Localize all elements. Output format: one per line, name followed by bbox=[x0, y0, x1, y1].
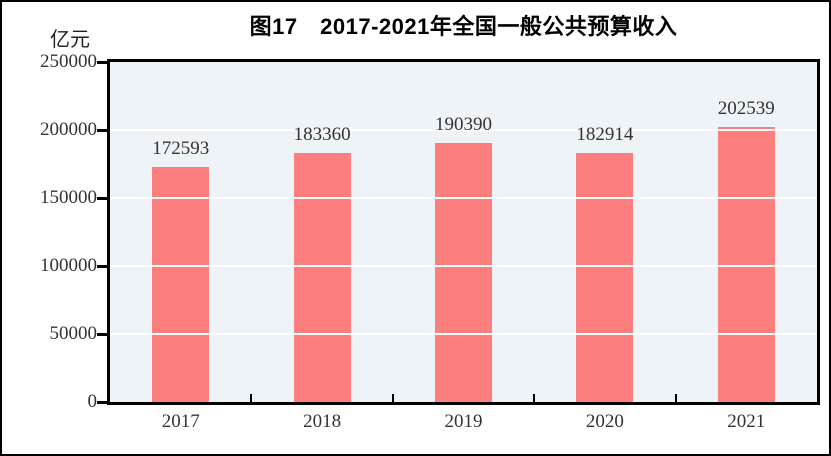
bar-value-label-2017: 172593 bbox=[152, 138, 210, 160]
y-axis-tick bbox=[97, 128, 107, 132]
y-axis-label-0: 0 bbox=[87, 391, 98, 412]
x-axis-tick bbox=[674, 394, 677, 402]
bar-value-label-2019: 190390 bbox=[435, 114, 492, 136]
bar-2019 bbox=[435, 143, 492, 402]
y-axis-label-250000: 250000 bbox=[40, 51, 97, 72]
y-axis-label-50000: 50000 bbox=[49, 323, 98, 344]
bar-2017 bbox=[152, 167, 210, 402]
x-axis-tick bbox=[533, 394, 536, 402]
bar-2018 bbox=[293, 152, 351, 402]
bar-value-label-2021: 202539 bbox=[717, 97, 775, 119]
x-axis-label-2021: 2021 bbox=[727, 411, 766, 432]
gridline-50000 bbox=[110, 333, 817, 335]
gridline-200000 bbox=[110, 129, 817, 131]
x-axis-tick bbox=[391, 394, 394, 402]
y-axis-label-150000: 150000 bbox=[40, 187, 97, 208]
x-axis-label-2017: 2017 bbox=[161, 411, 200, 432]
bar-2021 bbox=[717, 126, 775, 402]
y-axis-tick bbox=[97, 332, 107, 336]
y-axis-tick bbox=[97, 400, 107, 404]
x-axis-tick bbox=[250, 394, 253, 402]
plot-area: 172593 183360 190390 182914 202539 bbox=[107, 59, 820, 405]
bar-value-label-2020: 182914 bbox=[576, 124, 634, 146]
y-axis-unit-label: 亿元 bbox=[50, 29, 90, 51]
y-axis-tick bbox=[97, 60, 107, 64]
gridline-150000 bbox=[110, 197, 817, 199]
x-axis-label-2019: 2019 bbox=[444, 411, 483, 432]
chart-title: 图17 2017-2021年全国一般公共预算收入 bbox=[249, 14, 678, 39]
y-axis-tick bbox=[97, 196, 107, 200]
bar-2020 bbox=[576, 153, 634, 402]
y-axis-tick bbox=[97, 264, 107, 268]
y-axis-label-200000: 200000 bbox=[40, 119, 97, 140]
x-axis-label-2020: 2020 bbox=[585, 411, 624, 432]
gridline-100000 bbox=[110, 265, 817, 267]
x-axis-label-2018: 2018 bbox=[303, 411, 342, 432]
bar-value-label-2018: 183360 bbox=[293, 123, 351, 145]
y-axis-label-100000: 100000 bbox=[40, 255, 97, 276]
